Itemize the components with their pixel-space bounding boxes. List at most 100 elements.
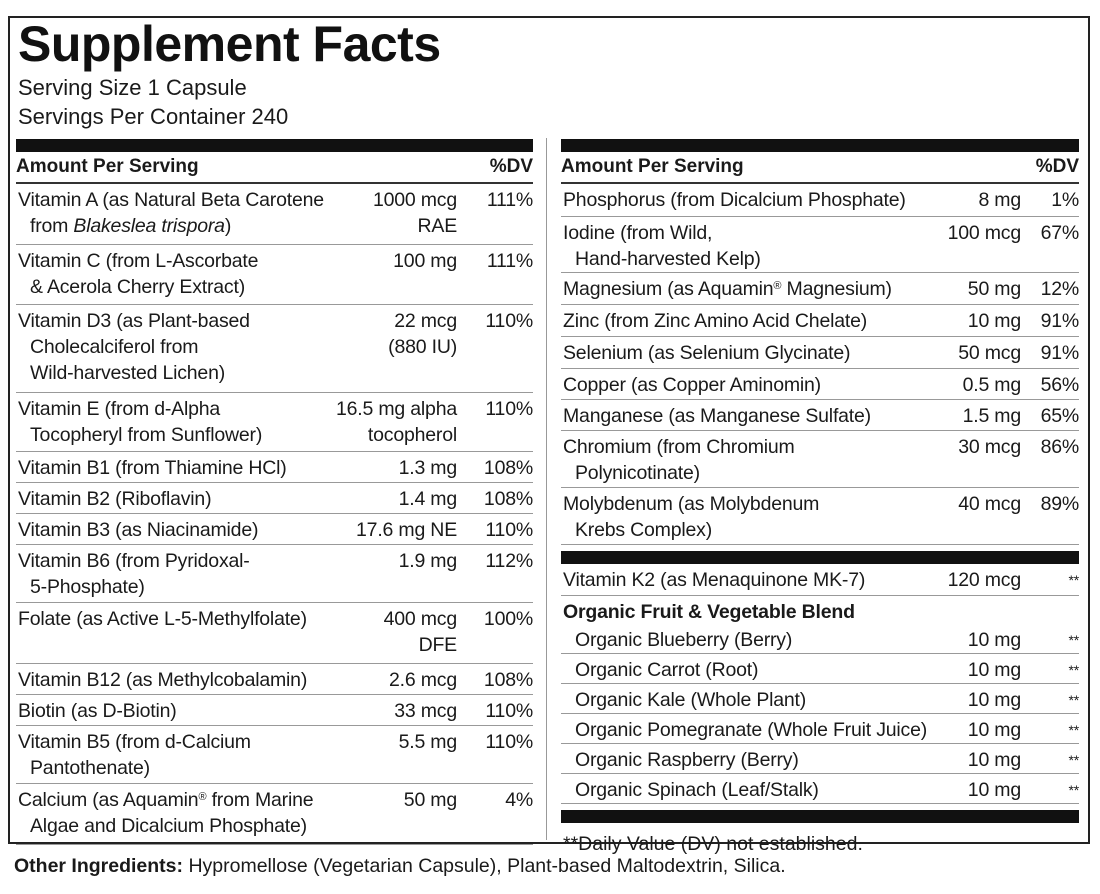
nutrient-dv: 67% (1040, 222, 1080, 244)
nutrient-amount-line: 16.5 mg alpha (336, 398, 457, 420)
nutrient-name-line: Vitamin E (from d-Alpha (18, 398, 221, 420)
blend-item-amount: 10 mg (967, 719, 1021, 741)
nutrient-row: Vitamin D3 (as Plant-based Cholecalcifero… (16, 305, 533, 393)
nutrient-amount-line: 8 mg (978, 189, 1021, 211)
nutrient-dv: 86% (1040, 436, 1080, 458)
nutrient-amount: 100 mg (393, 248, 457, 274)
nutrient-amount: 40 mcg (958, 491, 1021, 517)
nutrient-dv: 112% (485, 550, 533, 572)
left-nutrient-list: Vitamin A (as Natural Beta Carotene from … (16, 184, 533, 845)
nutrient-name-line: Calcium (as Aquamin® from Marine (18, 789, 314, 811)
nutrient-amount-line: 400 mcg (383, 608, 458, 630)
nutrient-name-line: Molybdenum (as Molybdenum (563, 493, 820, 515)
nutrient-name: Vitamin C (from L-Ascorbate & Acerola Che… (18, 248, 258, 300)
nutrient-name-line: Cholecalciferol from (30, 336, 199, 358)
nutrient-amount-line: 1000 mcg (372, 189, 457, 211)
nutrient-name-line: Phosphorus (from Dicalcium Phosphate) (563, 189, 906, 211)
nutrient-amount: 1.4 mg (398, 486, 458, 512)
blend-item-amount: 10 mg (967, 689, 1021, 711)
blend-item-name: Organic Kale (Whole Plant) (575, 689, 807, 711)
nutrient-amount: 50 mg (968, 276, 1021, 302)
nutrient-amount: 100 mcg (947, 220, 1022, 246)
nutrient-name: Selenium (as Selenium Glycinate) (563, 340, 851, 366)
nutrient-name: Vitamin D3 (as Plant-based Cholecalcifero… (18, 308, 250, 386)
vitamin-k2-row: Vitamin K2 (as Menaquinone MK-7) 120 mcg… (561, 564, 1079, 596)
nutrient-row: Phosphorus (from Dicalcium Phosphate) 8 m… (561, 184, 1079, 217)
nutrient-name: Molybdenum (as Molybdenum Krebs Complex) (563, 491, 819, 543)
nutrient-amount: 0.5 mg (962, 372, 1022, 398)
blend-item-row: Organic Blueberry (Berry) 10 mg ** (561, 624, 1079, 654)
left-column: Amount Per Serving %DV Vitamin A (as Nat… (16, 139, 533, 845)
blend-item-row: Organic Carrot (Root) 10 mg ** (561, 654, 1079, 684)
nutrient-name-line: & Acerola Cherry Extract) (30, 276, 245, 298)
nutrient-row: Calcium (as Aquamin® from Marine Algae an… (16, 784, 533, 845)
serving-size: Serving Size 1 Capsule (18, 75, 247, 100)
nutrient-row: Molybdenum (as Molybdenum Krebs Complex) 4… (561, 488, 1079, 545)
nutrient-name-line: Wild-harvested Lichen) (30, 362, 226, 384)
nutrient-name-line: Chromium (from Chromium (563, 436, 795, 458)
nutrient-name-line: Biotin (as D-Biotin) (18, 700, 177, 722)
nutrient-amount: 5.5 mg (398, 729, 458, 755)
nutrient-name-line: Pantothenate) (30, 757, 150, 779)
nutrient-amount-line: 100 mcg (947, 222, 1022, 244)
blend-item-dv: ** (1068, 662, 1080, 678)
nutrient-name: Magnesium (as Aquamin® Magnesium) (563, 276, 892, 302)
nutrient-row: Vitamin E (from d-Alpha Tocopheryl from S… (16, 393, 533, 452)
nutrient-dv: ** (1068, 572, 1080, 588)
nutrient-name: Folate (as Active L-5-Methylfolate) (18, 606, 307, 632)
blend-item-row: Organic Kale (Whole Plant) 10 mg ** (561, 684, 1079, 714)
nutrient-amount-line: 0.5 mg (962, 374, 1022, 396)
nutrient-name-line: Magnesium (as Aquamin® Magnesium) (563, 278, 892, 300)
nutrient-row: Vitamin B6 (from Pyridoxal- 5-Phosphate) 1… (16, 545, 533, 603)
servings-per-container: Servings Per Container 240 (18, 104, 289, 129)
nutrient-name-line: Vitamin B2 (Riboflavin) (18, 488, 212, 510)
nutrient-dv: 110% (485, 519, 533, 541)
nutrient-row: Zinc (from Zinc Amino Acid Chelate) 10 mg… (561, 305, 1079, 337)
nutrient-row: Vitamin B5 (from d-Calcium Pantothenate) 5… (16, 726, 533, 784)
nutrient-dv: 110% (485, 731, 533, 753)
nutrient-amount: 2.6 mcg (389, 667, 457, 693)
blend-item-name: Organic Pomegranate (Whole Fruit Juice) (575, 719, 928, 741)
nutrient-name-line: Tocopheryl from Sunflower) (30, 424, 263, 446)
nutrient-amount-line: 17.6 mg NE (356, 519, 457, 541)
nutrient-amount-line: 5.5 mg (398, 731, 458, 753)
blend-item-name: Organic Raspberry (Berry) (575, 749, 799, 771)
nutrient-dv: 108% (483, 488, 533, 510)
blend-item-dv: ** (1068, 722, 1080, 738)
nutrient-dv: 108% (483, 457, 533, 479)
nutrient-amount-line: 50 mg (403, 789, 457, 811)
amount-per-serving-label: Amount Per Serving (16, 156, 199, 177)
nutrient-name-line: Iodine (from Wild, (563, 222, 713, 244)
top-thick-bar (561, 139, 1079, 152)
nutrient-row: Folate (as Active L-5-Methylfolate) 400 m… (16, 603, 533, 664)
blend-title-row: Organic Fruit & Vegetable Blend (561, 596, 1079, 624)
nutrient-dv: 100% (483, 608, 533, 630)
nutrient-row: Vitamin B2 (Riboflavin) 1.4 mg 108% (16, 483, 533, 514)
other-ingredients: Other Ingredients: Hypromellose (Vegetar… (14, 852, 786, 880)
column-divider (546, 138, 547, 840)
nutrient-amount-line: 50 mcg (958, 342, 1021, 364)
nutrient-amount: 50 mg (404, 787, 457, 813)
nutrient-amount: 400 mcg DFE (383, 606, 458, 658)
nutrient-amount: 10 mg (968, 308, 1021, 334)
nutrient-name-line: Vitamin B5 (from d-Calcium (18, 731, 251, 753)
nutrient-name: Vitamin B12 (as Methylcobalamin) (18, 667, 307, 693)
nutrient-amount-line: 33 mcg (394, 700, 457, 722)
blend-list: Organic Blueberry (Berry) 10 mg ** Organic … (561, 624, 1079, 804)
nutrient-amount: 16.5 mg alpha tocopherol (336, 396, 457, 448)
nutrient-dv: 91% (1040, 342, 1080, 364)
nutrient-name: Vitamin B1 (from Thiamine HCl) (18, 455, 287, 481)
nutrient-amount: 30 mcg (958, 434, 1021, 460)
nutrient-amount-line: 1.4 mg (398, 488, 458, 510)
nutrient-amount: 8 mg (978, 187, 1021, 213)
blend-item-amount: 10 mg (967, 629, 1021, 651)
nutrient-dv: 91% (1040, 310, 1080, 332)
nutrient-dv: 110% (485, 398, 533, 420)
nutrient-row: Magnesium (as Aquamin® Magnesium) 50 mg 12… (561, 273, 1079, 305)
nutrient-row: Vitamin B12 (as Methylcobalamin) 2.6 mcg 1… (16, 664, 533, 695)
nutrient-row: Manganese (as Manganese Sulfate) 1.5 mg 65… (561, 400, 1079, 431)
bottom-thick-bar (561, 810, 1079, 823)
nutrient-row: Selenium (as Selenium Glycinate) 50 mcg 91… (561, 337, 1079, 369)
nutrient-name: Vitamin B6 (from Pyridoxal- 5-Phosphate) (18, 548, 250, 600)
dv-header: %DV (489, 156, 533, 177)
